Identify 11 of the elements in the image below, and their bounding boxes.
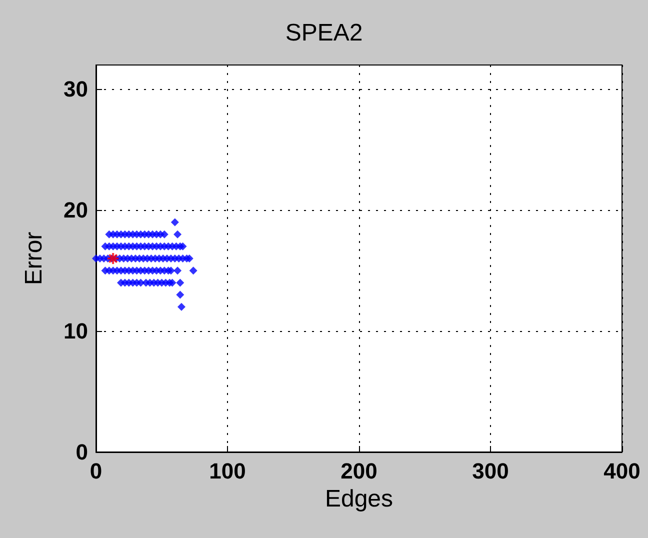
x-tick-label: 100 bbox=[209, 458, 246, 484]
y-tick-label: 10 bbox=[64, 318, 88, 344]
y-axis-title: Error bbox=[20, 232, 48, 286]
y-tick-label: 30 bbox=[64, 76, 88, 102]
chart-title: SPEA2 bbox=[285, 20, 363, 46]
x-tick-label: 400 bbox=[604, 458, 640, 484]
x-axis-title: Edges bbox=[324, 485, 394, 512]
y-tick-label: 0 bbox=[76, 440, 88, 464]
y-tick-label: 20 bbox=[64, 198, 88, 223]
x-tick-label: 300 bbox=[472, 458, 509, 484]
x-tick-label: 200 bbox=[340, 458, 378, 484]
